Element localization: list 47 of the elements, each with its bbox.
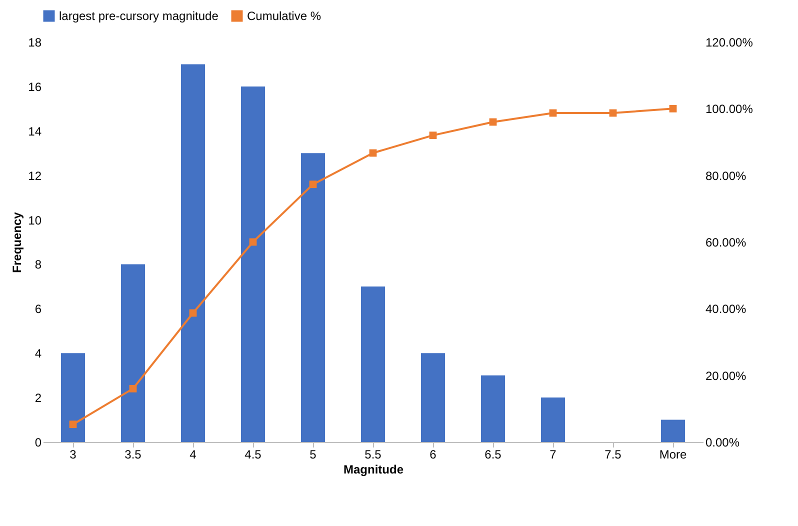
y2-tick-label: 60.00% xyxy=(706,236,747,250)
point xyxy=(309,180,317,188)
y-tick-label: 6 xyxy=(34,302,42,316)
y-tick-label: 12 xyxy=(28,168,42,183)
y-axis-title: Frequency xyxy=(10,212,24,273)
bar xyxy=(61,353,85,442)
y-tick-label: 8 xyxy=(34,258,42,272)
x-tick-label: 7.5 xyxy=(604,448,622,462)
y-tick-label: 10 xyxy=(28,213,42,228)
bar xyxy=(241,86,265,442)
y2-tick-label: 20.00% xyxy=(706,368,747,383)
x-tick-label: 4.5 xyxy=(244,448,262,462)
y-tick-label: 4 xyxy=(34,346,42,361)
x-tick-label: 4 xyxy=(190,448,197,462)
point xyxy=(429,132,437,140)
x-tick-label: 3 xyxy=(70,448,77,462)
x-axis-title: Magnitude xyxy=(344,462,404,476)
bar xyxy=(481,375,505,442)
legend-label: Cumulative % xyxy=(247,9,322,23)
x-tick-label: More xyxy=(659,448,687,462)
bar xyxy=(301,153,325,442)
x-tick-label: 3.5 xyxy=(124,448,142,462)
point xyxy=(69,420,77,428)
bar xyxy=(181,64,205,442)
y2-tick-label: 120.00% xyxy=(706,36,754,50)
y-tick-label: 0 xyxy=(34,436,42,450)
bar xyxy=(121,264,145,442)
bar xyxy=(421,353,445,442)
x-tick-label: 5 xyxy=(310,448,317,462)
y-tick-label: 18 xyxy=(28,36,42,50)
bar xyxy=(661,420,685,442)
y2-tick-label: 100.00% xyxy=(706,102,754,116)
x-tick-label: 7 xyxy=(550,448,557,462)
y-tick-label: 2 xyxy=(34,391,42,406)
point xyxy=(669,104,677,112)
y2-tick-label: 40.00% xyxy=(706,302,747,316)
point xyxy=(129,384,137,392)
bar xyxy=(541,398,565,442)
y2-tick-label: 0.00% xyxy=(706,436,740,450)
x-tick-label: 6.5 xyxy=(484,448,502,462)
y2-tick-label: 80.00% xyxy=(706,168,747,183)
x-tick-label: 5.5 xyxy=(364,448,382,462)
legend-label: largest pre-cursory magnitude xyxy=(59,9,219,23)
y-tick-label: 16 xyxy=(28,80,42,94)
y-tick-label: 14 xyxy=(28,124,42,138)
x-tick-label: 6 xyxy=(430,448,437,462)
bar xyxy=(361,286,385,442)
